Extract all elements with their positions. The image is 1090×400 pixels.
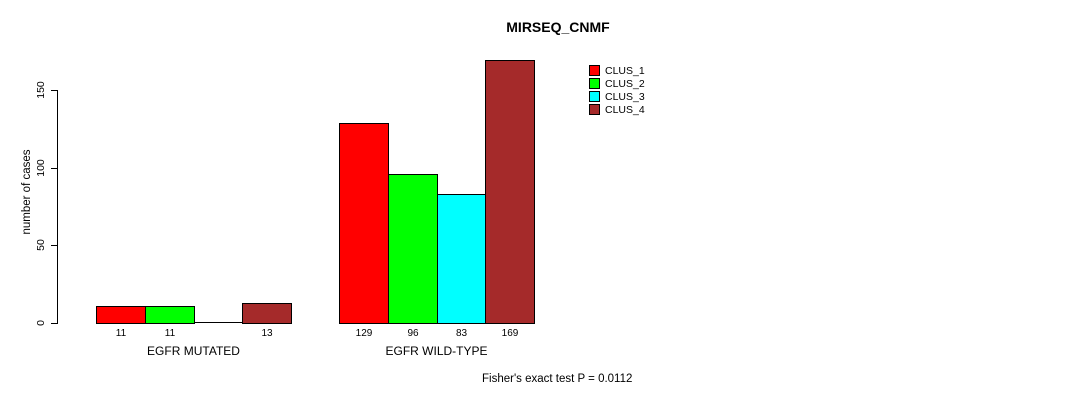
bar-value-label: 129	[355, 328, 373, 339]
x-axis-group-label: EGFR WILD-TYPE	[385, 344, 488, 358]
legend-label: CLUS_1	[605, 64, 645, 77]
legend: CLUS_1 CLUS_2 CLUS_3 CLUS_4	[589, 62, 645, 116]
chart-title: MIRSEQ_CNMF	[506, 19, 610, 35]
bar-clus_3-zero	[194, 322, 243, 323]
y-axis-label: number of cases	[21, 149, 33, 235]
y-axis-tick	[51, 168, 57, 169]
bar-clus_3	[437, 194, 486, 324]
legend-item: CLUS_2	[589, 75, 645, 90]
bar-clus_1	[96, 306, 146, 324]
bar-value-label: 11	[115, 328, 127, 339]
bar-value-label: 96	[407, 328, 419, 339]
legend-label: CLUS_4	[605, 103, 645, 116]
bar-clus_4	[485, 60, 535, 324]
legend-item: CLUS_4	[589, 101, 645, 116]
legend-swatch-clus_3	[589, 91, 600, 103]
y-axis-line	[57, 90, 58, 324]
bar-clus_2	[388, 174, 438, 324]
x-axis-group-label: EGFR MUTATED	[147, 344, 240, 358]
bar-value-label: 13	[261, 328, 273, 339]
bar-value-label: 169	[501, 328, 519, 339]
bar-clus_2	[145, 306, 195, 324]
y-axis-tick-label: 50	[35, 239, 47, 251]
legend-swatch-clus_2	[589, 78, 600, 90]
legend-swatch-clus_4	[589, 104, 600, 116]
bar-value-label: 11	[164, 328, 176, 339]
y-axis-tick-label: 100	[35, 159, 47, 177]
y-axis-tick-label: 0	[35, 320, 47, 326]
legend-swatch-clus_1	[589, 65, 600, 77]
y-axis-tick	[51, 245, 57, 246]
bar-clus_1	[339, 123, 389, 324]
legend-label: CLUS_2	[605, 77, 645, 90]
legend-item: CLUS_1	[589, 62, 645, 77]
legend-label: CLUS_3	[605, 90, 645, 103]
bar-value-label: 83	[455, 328, 468, 339]
y-axis-tick	[51, 90, 57, 91]
legend-item: CLUS_3	[589, 88, 645, 103]
annotation-text: Fisher's exact test P = 0.0112	[482, 373, 633, 385]
bar-clus_4	[242, 303, 292, 324]
y-axis-tick-label: 150	[35, 81, 47, 99]
y-axis-tick	[51, 323, 57, 324]
